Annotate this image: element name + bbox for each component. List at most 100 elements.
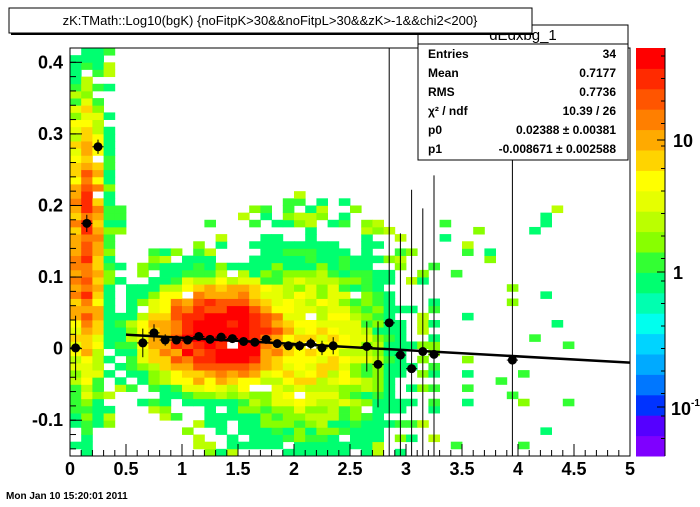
heatmap-cell xyxy=(327,262,340,271)
heatmap-cell xyxy=(294,441,306,450)
heatmap-cell xyxy=(182,262,194,271)
heatmap-cell xyxy=(103,184,116,192)
heatmap-cell xyxy=(215,241,228,249)
heatmap-cell xyxy=(294,269,306,278)
heatmap-cell xyxy=(70,305,82,314)
heatmap-cell xyxy=(126,341,138,350)
heatmap-cell xyxy=(170,391,183,400)
heatmap-cell xyxy=(81,277,93,285)
heatmap-cell xyxy=(103,205,116,214)
heatmap-cell xyxy=(338,334,351,342)
heatmap-cell xyxy=(226,362,239,371)
heatmap-cell xyxy=(103,298,116,307)
heatmap-cell xyxy=(350,262,362,271)
heatmap-cell xyxy=(282,413,295,421)
profile-point xyxy=(306,339,316,349)
heatmap-cell xyxy=(338,277,351,285)
heatmap-cell xyxy=(294,362,306,371)
heatmap-cell xyxy=(159,377,172,385)
heatmap-cell xyxy=(249,398,261,407)
heatmap-cell xyxy=(462,241,474,249)
heatmap-cell xyxy=(103,355,116,364)
heatmap-cell xyxy=(92,219,104,228)
heatmap-cell xyxy=(215,284,228,292)
heatmap-cell xyxy=(81,284,93,292)
heatmap-cell xyxy=(182,398,194,407)
heatmap-cell xyxy=(70,212,82,221)
heatmap-cell xyxy=(193,377,205,385)
heatmap-cell xyxy=(70,269,82,278)
heatmap-cell xyxy=(70,148,82,156)
heatmap-cell xyxy=(238,212,250,221)
stats-label: Mean xyxy=(428,66,459,80)
heatmap-cell xyxy=(170,320,183,328)
heatmap-cell xyxy=(305,219,317,228)
heatmap-cell xyxy=(294,277,306,285)
heatmap-cell xyxy=(81,320,93,328)
heatmap-cell xyxy=(193,305,205,314)
heatmap-cell xyxy=(81,262,93,271)
heatmap-cell xyxy=(159,398,172,407)
heatmap-cell xyxy=(260,420,272,428)
heatmap-cell xyxy=(148,312,160,321)
heatmap-cell xyxy=(282,298,295,307)
heatmap-cell xyxy=(126,312,138,321)
stats-value: 10.39 / 26 xyxy=(563,104,617,118)
heatmap-cell xyxy=(137,312,149,321)
heatmap-cell xyxy=(182,377,194,385)
palette-swatch xyxy=(636,48,665,69)
heatmap-cell xyxy=(92,269,104,278)
heatmap-cell xyxy=(215,377,228,385)
heatmap-cell xyxy=(70,248,82,256)
heatmap-cell xyxy=(81,355,93,364)
heatmap-cell xyxy=(70,205,82,214)
heatmap-cell xyxy=(81,105,93,113)
heatmap-cell xyxy=(462,312,474,321)
heatmap-cell xyxy=(215,234,228,242)
heatmap-cell xyxy=(193,262,205,271)
heatmap-cell xyxy=(170,277,183,285)
heatmap-cell xyxy=(372,312,384,321)
heatmap-cell xyxy=(70,176,82,185)
heatmap-cell xyxy=(114,348,127,357)
heatmap-cell xyxy=(114,341,127,350)
profile-point xyxy=(373,359,383,369)
heatmap-cell xyxy=(103,48,116,56)
heatmap-cell xyxy=(271,320,284,328)
heatmap-cell xyxy=(282,241,295,249)
heatmap-cell xyxy=(260,370,272,378)
profile-point xyxy=(171,335,181,345)
heatmap-cell xyxy=(338,269,351,278)
heatmap-cell xyxy=(226,312,239,321)
heatmap-cell xyxy=(182,391,194,400)
heatmap-cell xyxy=(204,355,216,364)
heatmap-cell xyxy=(327,305,340,314)
heatmap-cell xyxy=(305,277,317,285)
heatmap-cell xyxy=(159,413,172,421)
heatmap-cell xyxy=(316,298,328,307)
stats-label: p1 xyxy=(428,142,442,156)
heatmap-cell xyxy=(294,370,306,378)
heatmap-cell xyxy=(551,205,564,214)
heatmap-cell xyxy=(305,284,317,292)
heatmap-cell xyxy=(249,241,261,249)
heatmap-cell xyxy=(305,205,317,214)
heatmap-cell xyxy=(249,377,261,385)
profile-point xyxy=(507,355,517,365)
heatmap-cell xyxy=(226,320,239,328)
heatmap-cell xyxy=(540,291,552,299)
heatmap-cell xyxy=(282,420,295,428)
heatmap-cell xyxy=(282,362,295,371)
heatmap-cell xyxy=(238,413,250,421)
heatmap-cell xyxy=(114,262,127,271)
heatmap-cell xyxy=(294,198,306,206)
heatmap-cell xyxy=(462,248,474,256)
stats-value: 0.02388 ± 0.00381 xyxy=(516,123,616,137)
heatmap-cell xyxy=(182,327,194,335)
heatmap-cell xyxy=(204,284,216,292)
heatmap-cell xyxy=(215,362,228,371)
heatmap-cell xyxy=(361,284,373,292)
heatmap-cell xyxy=(238,398,250,407)
